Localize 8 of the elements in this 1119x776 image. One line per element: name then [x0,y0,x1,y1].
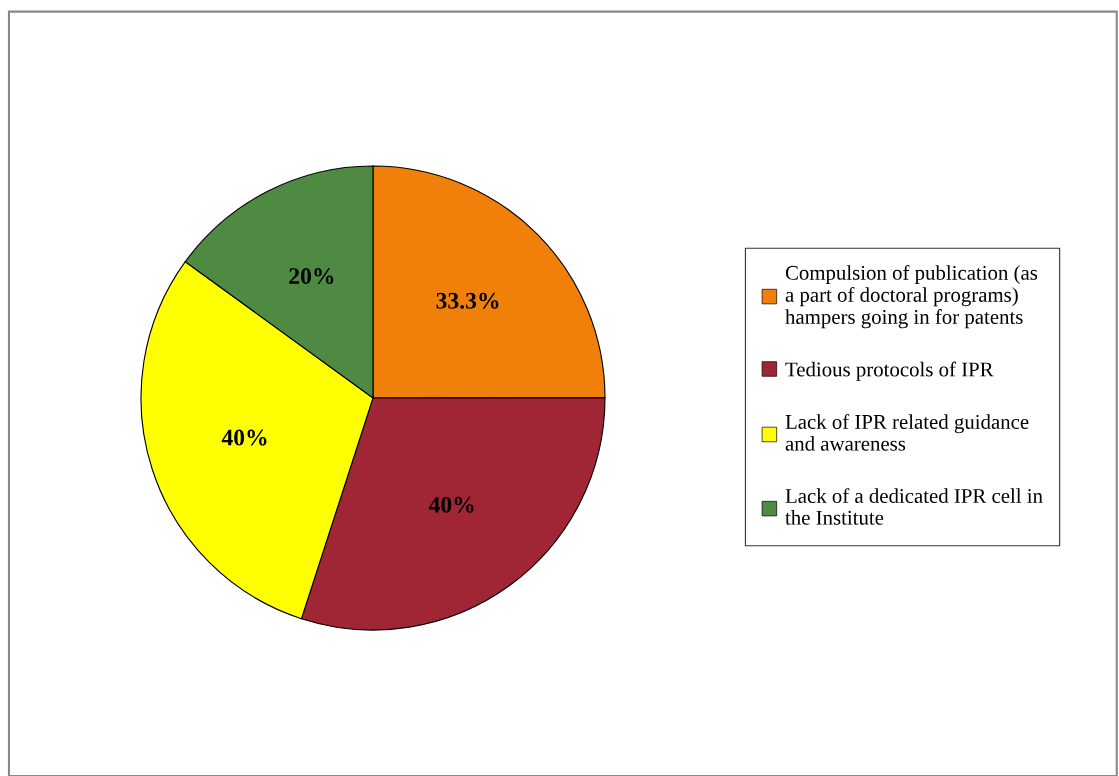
data-label: 40% [428,496,474,513]
data-label: 40% [221,429,267,446]
data-label: 20% [289,268,334,285]
legend-label: Lack of a dedicated IPR cell in the Institute [785,488,1043,525]
legend-label: Compulsion of publication (as a part of doctoral programs) hampers going in for patents [785,264,1038,329]
data-label: 33.3% [436,292,499,309]
legend-label: Lack of IPR related guidance and awareness [785,414,1029,451]
legend-label: Tedious protocols of IPR [785,361,994,381]
